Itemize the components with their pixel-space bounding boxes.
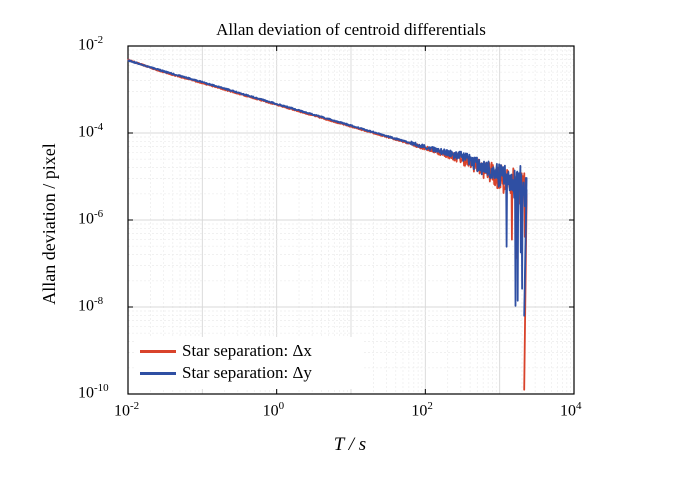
legend-item-dx: Star separation: Δx [140, 340, 312, 362]
series-line-dy [127, 59, 528, 317]
x-axis-label: T / s [333, 434, 367, 455]
grid [127, 46, 574, 395]
legend-swatch-dy [140, 371, 176, 375]
x-tick-label: 10-2 [114, 400, 140, 420]
legend-label-dy: Star separation: Δy [182, 363, 312, 382]
y-axis-label: Allan deviation / pixel [39, 143, 59, 305]
legend-item-dy: Star separation: Δy [140, 362, 312, 384]
x-tick-label: 104 [560, 400, 582, 420]
axis-ticks [127, 45, 575, 395]
chart-title: Allan deviation of centroid differential… [216, 20, 486, 39]
y-tick-label: 10-4 [78, 121, 104, 141]
legend: Star separation: Δx Star separation: Δy [134, 337, 364, 389]
series-lines [127, 58, 528, 391]
legend-swatch-dx [140, 349, 176, 353]
y-tick-label: 10-8 [78, 295, 104, 315]
y-tick-label: 10-6 [78, 208, 104, 228]
y-tick-label: 10-2 [78, 34, 104, 54]
y-tick-label: 10-10 [78, 382, 109, 402]
x-tick-label: 102 [411, 400, 433, 420]
legend-label-dx: Star separation: Δx [182, 341, 312, 360]
x-tick-label: 100 [262, 400, 285, 420]
